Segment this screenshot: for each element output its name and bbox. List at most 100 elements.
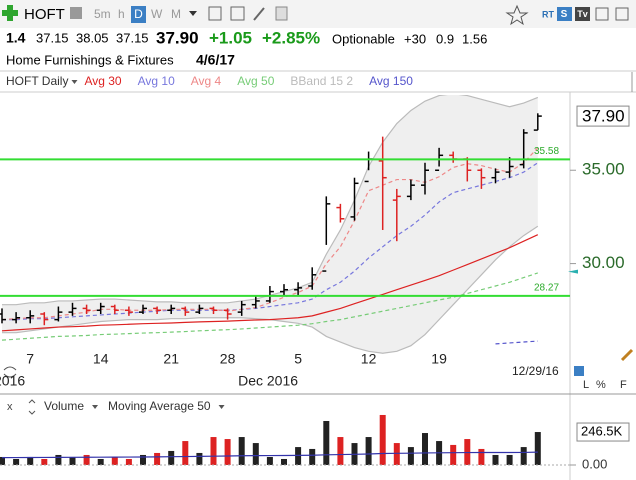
legend-item: Volume — [44, 399, 84, 413]
average-line — [1, 234, 539, 332]
pencil-icon[interactable] — [620, 348, 634, 362]
volume-bar — [83, 454, 90, 465]
volume-bar — [450, 444, 457, 465]
volume-bar — [379, 414, 386, 465]
x-tick-label: 12 — [361, 351, 377, 367]
volume-bar — [506, 454, 513, 465]
volume-bar — [534, 432, 541, 465]
volume-bar — [281, 458, 287, 465]
refresh-icon[interactable] — [3, 366, 17, 378]
volume-bar — [295, 447, 302, 465]
x-tick-label: 19 — [431, 351, 447, 367]
side-button[interactable]: L — [583, 379, 589, 391]
volume-bar — [13, 458, 20, 465]
rt-button[interactable]: RT — [542, 9, 554, 19]
volume-bar — [407, 447, 414, 465]
volume-bar — [69, 456, 76, 465]
close-panel[interactable]: x — [7, 401, 13, 413]
close-icon[interactable] — [615, 7, 629, 21]
interval-button[interactable]: 5m — [94, 7, 111, 21]
print-icon[interactable] — [70, 7, 82, 19]
note-icon[interactable] — [275, 6, 288, 21]
legend-dropdown — [92, 405, 99, 409]
volume-label-box — [576, 422, 630, 442]
volume-bar — [365, 437, 372, 465]
side-button[interactable]: F — [620, 379, 627, 391]
average-line — [1, 272, 538, 341]
legend-item: Avg 30 — [84, 74, 121, 88]
industry: Home Furnishings & Fixtures — [6, 52, 174, 67]
price-chart — [0, 95, 542, 354]
legend-item: HOFT Daily — [6, 74, 68, 88]
s-button[interactable]: S — [561, 9, 568, 20]
quote-open: 37.15 — [36, 30, 69, 45]
quote-low: 37.15 — [116, 30, 149, 45]
legend-item: Avg 10 — [138, 74, 175, 88]
dropdown-icon[interactable] — [189, 11, 197, 16]
toolbar — [0, 0, 636, 28]
average-line — [1, 147, 539, 321]
x-tick-label: 7 — [26, 351, 34, 367]
legend-item: Avg 50 — [237, 74, 274, 88]
quote-extra: 1.56 — [462, 31, 487, 46]
pointer — [568, 269, 578, 274]
layout-icon[interactable] — [208, 6, 222, 21]
volume-bar — [111, 456, 118, 465]
draw-icon[interactable] — [253, 7, 265, 21]
x-tick-label: 14 — [93, 351, 109, 367]
quote-last: 37.90 — [156, 28, 199, 47]
quote-first: 1.4 — [6, 30, 26, 46]
x-tick-label: 21 — [163, 351, 179, 367]
period-label: Dec 2016 — [238, 373, 298, 389]
interval-button[interactable]: W — [151, 7, 163, 21]
volume-bar — [41, 458, 48, 465]
quote-change: +1.05 — [209, 28, 252, 47]
last-date: 12/29/16 — [512, 364, 559, 378]
quote-extra: 0.9 — [436, 31, 454, 46]
volume-bar — [478, 448, 485, 465]
volume-average — [1, 451, 538, 459]
volume-bar — [196, 452, 203, 465]
minimize-icon[interactable] — [595, 7, 609, 21]
star-icon[interactable] — [505, 4, 529, 26]
quote-extra: +30 — [404, 31, 426, 46]
volume-bar — [55, 454, 62, 465]
interval-button[interactable]: M — [171, 7, 181, 21]
volume-bar — [422, 433, 428, 465]
side-button[interactable]: % — [596, 379, 606, 391]
y-tick-label: 0.00 — [582, 456, 607, 471]
last-price-box — [576, 105, 630, 127]
band-fill — [2, 95, 538, 354]
volume-bar — [252, 443, 259, 465]
move-panel-icon[interactable] — [28, 399, 36, 415]
symbol[interactable]: HOFT — [24, 6, 65, 23]
quote-high: 38.05 — [76, 30, 109, 45]
legend-item: BBand 15 2 — [290, 74, 353, 88]
volume-bar — [224, 439, 231, 465]
interval-button[interactable]: D — [134, 7, 143, 21]
volume-bar — [238, 437, 245, 465]
volume-bar — [140, 454, 146, 465]
tv-button[interactable]: Tv — [577, 9, 588, 19]
volume-bar — [154, 452, 161, 465]
volume-bar — [27, 456, 34, 465]
volume-label: 246.5K — [581, 423, 623, 438]
volume-bar — [337, 437, 344, 465]
s-button-bg — [557, 7, 572, 21]
volume-bar — [210, 437, 217, 465]
y-tick-label: 35.00 — [582, 160, 625, 179]
interval-selected — [131, 6, 146, 23]
last-price-label: 37.90 — [582, 107, 625, 126]
volume-bar — [323, 420, 330, 465]
horizontal-line-label: 28.27 — [534, 283, 559, 294]
optionable: Optionable — [332, 31, 395, 46]
legend-item: Avg 4 — [191, 74, 222, 88]
header-date: 4/6/17 — [196, 52, 235, 68]
color-icon[interactable] — [574, 366, 584, 376]
add-icon[interactable] — [2, 5, 18, 21]
grid-icon[interactable] — [230, 6, 245, 21]
period-label: 2016 — [0, 373, 25, 389]
interval-button[interactable]: h — [118, 7, 125, 21]
x-tick-label: 28 — [220, 351, 236, 367]
